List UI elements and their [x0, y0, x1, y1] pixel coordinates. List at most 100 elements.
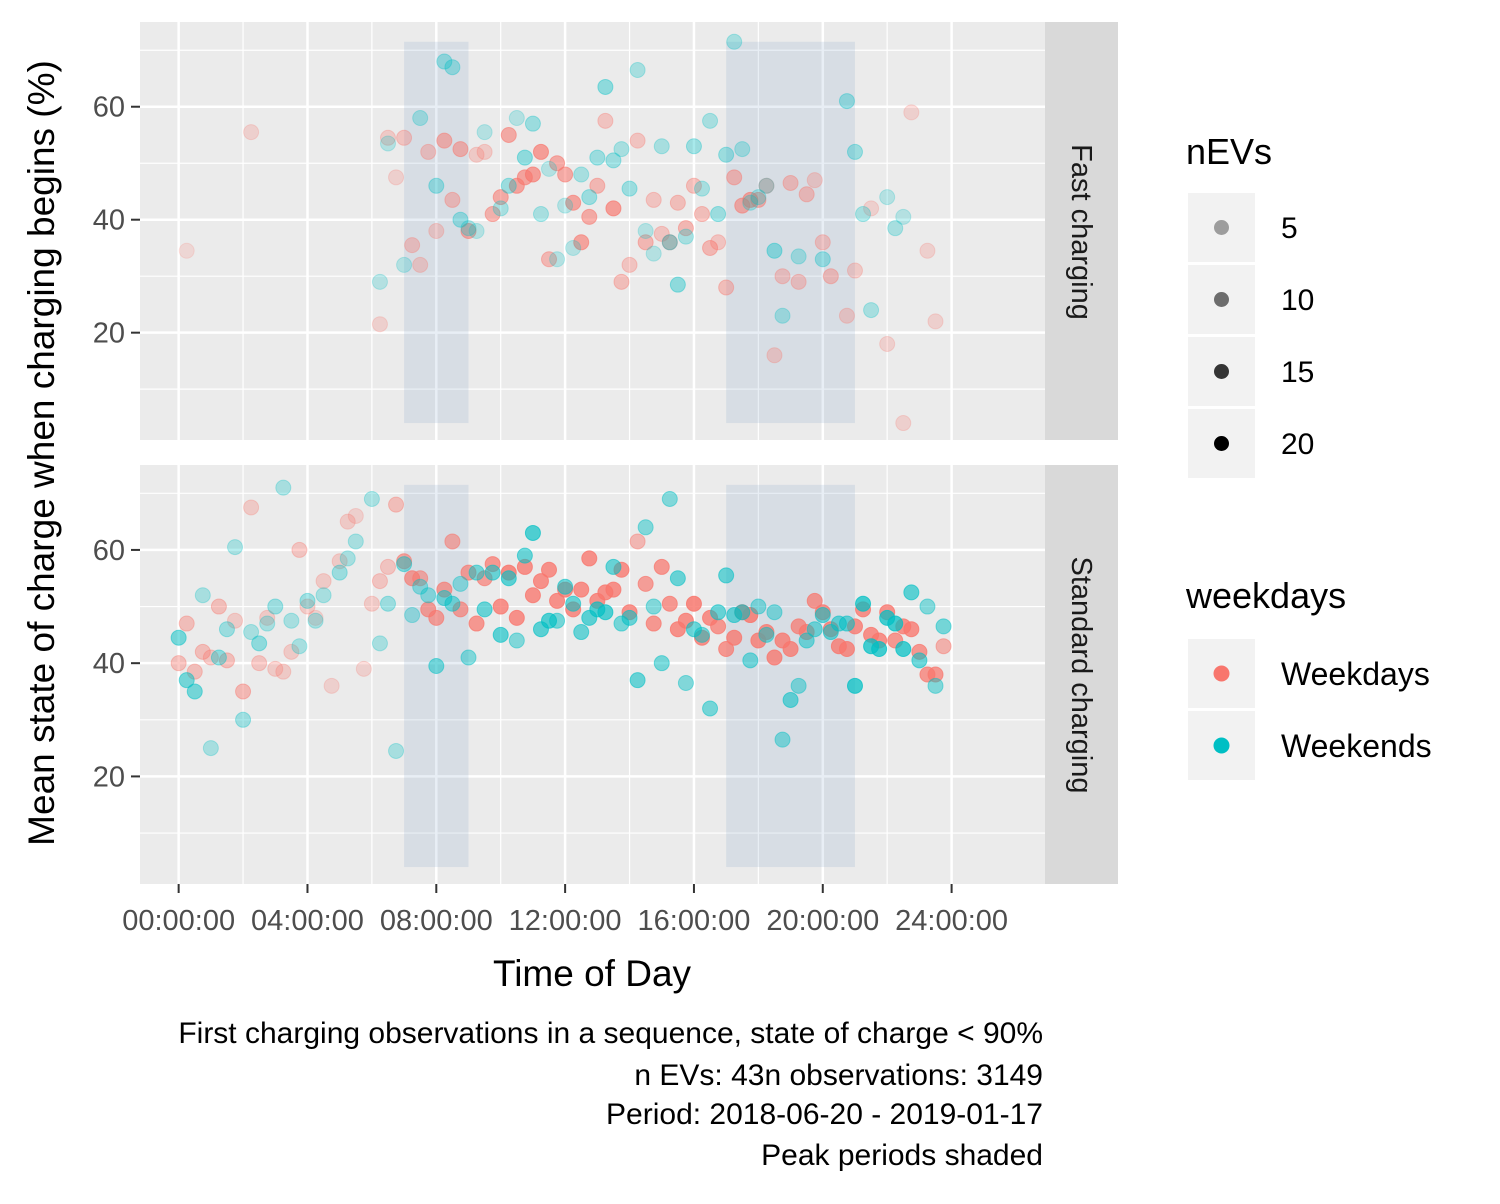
- y-tick-label: 40: [93, 205, 125, 237]
- y-tick-label: 40: [93, 648, 125, 680]
- data-point: [790, 677, 807, 694]
- data-point: [396, 129, 413, 146]
- data-point: [404, 607, 421, 624]
- data-point: [331, 553, 348, 570]
- data-point: [838, 641, 855, 658]
- x-tick-label: 16:00:00: [638, 905, 751, 937]
- data-point: [541, 561, 558, 578]
- data-point: [782, 691, 799, 708]
- data-point: [718, 279, 735, 296]
- data-point: [694, 626, 711, 643]
- data-point: [259, 609, 276, 626]
- data-point: [275, 663, 292, 680]
- data-point: [371, 316, 388, 333]
- data-point: [694, 206, 711, 223]
- data-point: [428, 223, 445, 239]
- axis-layer: 20 40 60 20 40 60 00:00:00 04:00:00 08:00:00 12:0…: [93, 92, 1008, 937]
- data-point: [774, 731, 791, 748]
- x-tick-label: 20:00:00: [766, 905, 879, 937]
- data-point: [637, 519, 654, 536]
- data-point: [492, 189, 509, 206]
- peak-period-shade: [404, 41, 469, 424]
- data-point: [347, 533, 364, 550]
- data-point: [621, 609, 638, 626]
- peak-period-shade: [404, 484, 469, 868]
- data-point: [396, 556, 413, 573]
- data-point: [315, 587, 332, 604]
- x-tick-label: 04:00:00: [251, 905, 364, 937]
- data-point: [750, 191, 767, 208]
- caption-line-2: n EVs: 43n observations: 3149: [634, 1059, 1043, 1092]
- data-point: [734, 604, 751, 621]
- data-point: [605, 581, 622, 598]
- data-point: [653, 225, 670, 242]
- data-point: [468, 223, 485, 239]
- data-point: [396, 553, 413, 570]
- legend-color-label: Weekends: [1281, 728, 1432, 764]
- data-point: [412, 570, 429, 587]
- data-point: [597, 604, 614, 621]
- data-point: [508, 609, 525, 626]
- data-point: [669, 276, 686, 293]
- data-point: [581, 550, 598, 567]
- data-point: [629, 672, 646, 689]
- data-point: [218, 621, 235, 638]
- data-point: [371, 635, 388, 652]
- data-point: [903, 621, 920, 638]
- data-point: [412, 578, 429, 595]
- data-point: [911, 652, 928, 669]
- data-point: [718, 641, 735, 658]
- data-point: [855, 595, 872, 612]
- data-point: [428, 658, 445, 675]
- data-point: [774, 307, 791, 324]
- data-point: [710, 234, 727, 251]
- data-point: [307, 612, 324, 629]
- y-tick-label: 60: [93, 92, 125, 124]
- data-point: [476, 143, 493, 160]
- data-point: [637, 234, 654, 251]
- caption: First charging observations in a sequenc…: [178, 1017, 1043, 1172]
- data-point: [597, 78, 614, 95]
- legend-color-key: [1213, 665, 1230, 682]
- data-point: [549, 612, 566, 629]
- data-point: [605, 200, 622, 217]
- data-point: [251, 655, 268, 672]
- legend-size-label: 20: [1281, 428, 1314, 461]
- data-point: [259, 615, 276, 632]
- data-point: [170, 655, 187, 672]
- legend-size-key: [1214, 436, 1229, 451]
- data-point: [235, 711, 252, 728]
- data-point: [822, 268, 839, 285]
- data-point: [863, 302, 880, 319]
- data-point: [178, 615, 195, 632]
- data-point: [565, 595, 582, 612]
- data-point: [524, 587, 541, 604]
- data-point: [186, 683, 203, 700]
- data-point: [251, 635, 268, 652]
- data-point: [492, 626, 509, 643]
- data-point: [396, 256, 413, 273]
- data-point: [782, 174, 799, 191]
- data-point: [677, 674, 694, 691]
- data-point: [331, 564, 348, 581]
- data-point: [645, 245, 662, 262]
- data-point: [452, 575, 469, 592]
- x-tick-label: 24:00:00: [895, 905, 1008, 937]
- data-point: [573, 581, 590, 598]
- data-point: [661, 234, 678, 251]
- data-point: [702, 112, 719, 129]
- data-point: [750, 189, 767, 206]
- data-point: [895, 641, 912, 658]
- data-point: [524, 524, 541, 541]
- y-tick-label: 20: [93, 318, 125, 350]
- data-point: [661, 595, 678, 612]
- data-point: [379, 558, 396, 575]
- data-point: [210, 649, 227, 666]
- data-point: [428, 609, 445, 626]
- data-point: [444, 191, 461, 208]
- data-point: [452, 211, 469, 228]
- data-point: [210, 598, 227, 615]
- data-point: [492, 598, 509, 615]
- data-point: [838, 615, 855, 632]
- y-axis-title: Mean state of charge when charging begin…: [21, 60, 62, 846]
